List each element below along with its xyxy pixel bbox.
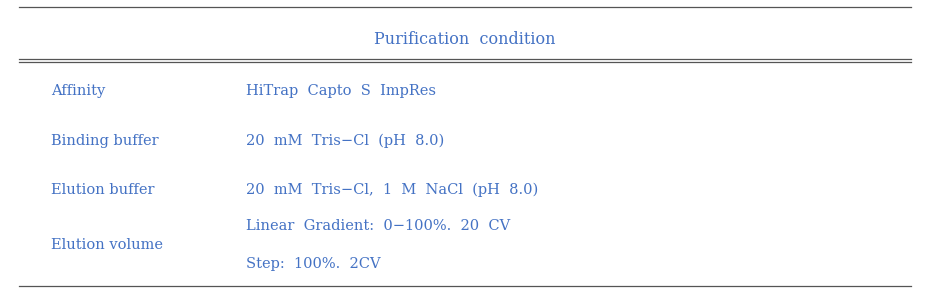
Text: Purification  condition: Purification condition bbox=[374, 31, 556, 48]
Text: Linear  Gradient:  0−100%.  20  CV: Linear Gradient: 0−100%. 20 CV bbox=[246, 219, 511, 233]
Text: Binding buffer: Binding buffer bbox=[51, 134, 159, 148]
Text: 20  mM  Tris−Cl  (pH  8.0): 20 mM Tris−Cl (pH 8.0) bbox=[246, 133, 445, 148]
Text: Step:  100%.  2CV: Step: 100%. 2CV bbox=[246, 257, 381, 271]
Text: Elution buffer: Elution buffer bbox=[51, 183, 154, 197]
Text: Elution volume: Elution volume bbox=[51, 238, 163, 252]
Text: HiTrap  Capto  S  ImpRes: HiTrap Capto S ImpRes bbox=[246, 84, 436, 98]
Text: 20  mM  Tris−Cl,  1  M  NaCl  (pH  8.0): 20 mM Tris−Cl, 1 M NaCl (pH 8.0) bbox=[246, 183, 538, 197]
Text: Affinity: Affinity bbox=[51, 84, 105, 98]
